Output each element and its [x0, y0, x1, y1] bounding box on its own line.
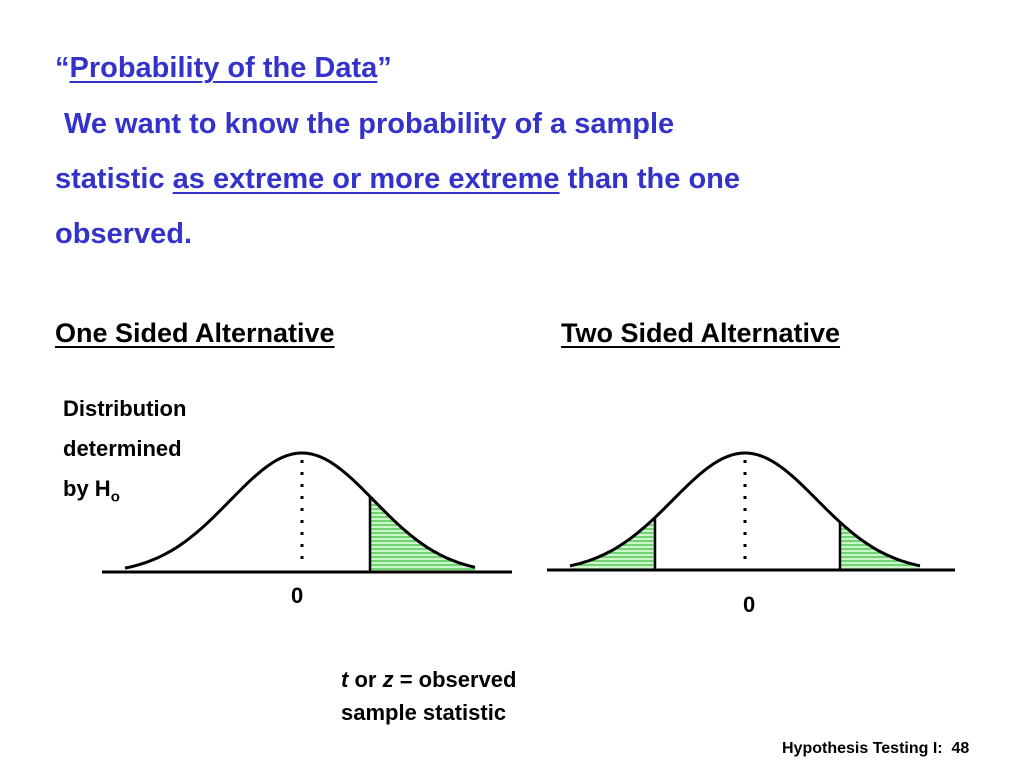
body-line: observed. — [55, 218, 192, 250]
shaded-tail — [370, 496, 475, 572]
curves — [102, 451, 955, 574]
text: z — [382, 667, 394, 692]
text: t — [341, 667, 349, 692]
text: = observed — [399, 667, 517, 692]
quote: “ — [55, 52, 70, 84]
quote: ” — [377, 52, 392, 84]
caption: sample statistic — [341, 700, 507, 725]
label: by Ho — [63, 476, 120, 505]
zero-label: 0 — [291, 583, 304, 608]
emphasis: as extreme or more extreme — [172, 163, 560, 195]
text: than the one — [567, 163, 741, 195]
heading: One Sided Alternative — [55, 318, 335, 348]
page-number: 48 — [951, 740, 970, 757]
footer: Hypothesis Testing I: 48 — [782, 740, 969, 758]
heading: Two Sided Alternative — [561, 318, 841, 348]
shaded-tail — [840, 522, 920, 570]
text: Hypothesis Testing I: — [782, 740, 943, 757]
zero-label: 0 — [743, 592, 756, 617]
body-line: statistic as extreme or more extreme tha… — [55, 163, 740, 196]
caption: t or z = observed — [341, 667, 516, 693]
subscript: o — [110, 488, 120, 506]
density-curve — [124, 451, 476, 570]
text: or — [354, 667, 377, 692]
title: “Probability of the Data” — [55, 52, 392, 85]
title-text: Probability of the Data — [69, 52, 378, 84]
text: statistic — [55, 163, 165, 195]
density-curve — [569, 451, 921, 568]
label: Distribution — [63, 396, 187, 421]
shaded-tail — [570, 517, 655, 570]
text: by H — [63, 476, 111, 501]
body-line: We want to know the probability of a sam… — [64, 108, 675, 140]
label: determined — [63, 436, 182, 461]
